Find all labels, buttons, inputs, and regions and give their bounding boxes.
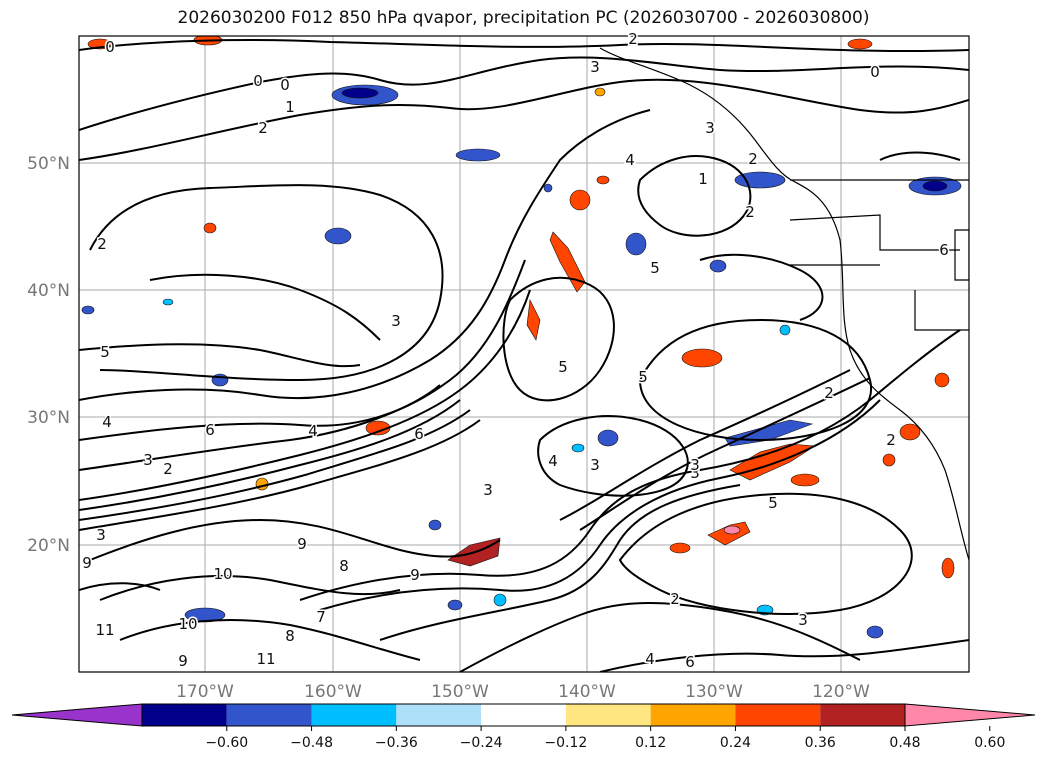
contour-label: 8 — [285, 627, 295, 645]
contour-label: 5 — [100, 343, 110, 361]
contour-label: 6 — [205, 421, 215, 439]
colorbar-tick-label: 0.12 — [635, 735, 666, 751]
colorbar-cell — [142, 704, 227, 726]
contour-label: 2 — [628, 30, 638, 48]
contour-label: 8 — [339, 557, 349, 575]
contour-label: 2 — [824, 384, 834, 402]
colorbar-cell — [650, 704, 736, 726]
contour-label: 11 — [95, 621, 114, 639]
colorbar-cell — [735, 704, 821, 726]
coastline — [599, 47, 969, 561]
graticule — [79, 36, 969, 672]
contour-label: 9 — [297, 535, 307, 553]
contour-label: 9 — [410, 566, 420, 584]
contour-label: 4 — [548, 452, 558, 470]
map-title: 2026030200 F012 850 hPa qvapor, precipit… — [177, 8, 870, 28]
contour-label: 1 — [285, 98, 295, 116]
contour-label: 3 — [143, 451, 153, 469]
contour-label: 3 — [483, 481, 493, 499]
contour-label: 7 — [316, 608, 326, 626]
colorbar: −0.60 −0.48 −0.36 −0.24 −0.12 0.12 0.24 0.36 0.4… — [11, 703, 1036, 751]
contour-label: 2 — [670, 590, 680, 608]
contour-label: 9 — [82, 554, 92, 572]
lat-label-50n: 50°N — [27, 154, 70, 174]
lon-label-160w: 160°W — [304, 682, 362, 702]
colorbar-cell — [396, 704, 482, 726]
map-panel — [79, 36, 969, 672]
contour-label: 5 — [638, 368, 648, 386]
colorbar-tick-label: −0.36 — [375, 735, 418, 751]
contour-label: 11 — [256, 650, 275, 668]
contour-label: 2 — [745, 203, 755, 221]
contour-label: 9 — [178, 652, 188, 670]
contour-label: 1 — [698, 170, 708, 188]
lon-label-150w: 150°W — [431, 682, 489, 702]
contour-label: 10 — [178, 615, 197, 633]
contour-label: 0 — [253, 72, 263, 90]
lon-label-140w: 140°W — [558, 682, 616, 702]
contour-label: 6 — [414, 425, 424, 443]
contour-label: 2 — [886, 431, 896, 449]
contour-label: 4 — [645, 650, 655, 668]
colorbar-extend-max — [904, 703, 1036, 727]
contour-label: 3 — [590, 456, 600, 474]
contour-label: 3 — [690, 456, 700, 474]
colorbar-tick-label: −0.48 — [290, 735, 333, 751]
contour-label: 3 — [798, 611, 808, 629]
colorbar-border — [141, 703, 906, 727]
contour-label: 2 — [163, 460, 173, 478]
colorbar-cell — [226, 704, 312, 726]
colorbar-cell — [481, 704, 566, 726]
lon-label-120w: 120°W — [812, 682, 870, 702]
contour-label: 3 — [705, 119, 715, 137]
colorbar-extend-min — [11, 703, 143, 727]
contour-label: 5 — [558, 358, 568, 376]
colorbar-tick-label: 0.36 — [805, 735, 836, 751]
qvapor-contours — [79, 39, 969, 672]
colorbar-cell — [820, 704, 905, 726]
contour-label: 0 — [105, 38, 115, 56]
contour-label: 2 — [748, 150, 758, 168]
contour-label: 6 — [685, 653, 695, 671]
contour-label: 5 — [650, 259, 660, 277]
contour-label: 6 — [939, 241, 949, 259]
contour-label: 3 — [590, 58, 600, 76]
contour-label: 2 — [97, 235, 107, 253]
colorbar-cell — [565, 704, 651, 726]
lat-label-20n: 20°N — [27, 536, 70, 556]
colorbar-tick-label: 0.60 — [974, 735, 1005, 751]
colorbar-tick-label: 0.24 — [720, 735, 751, 751]
map-frame — [78, 35, 970, 673]
lat-label-30n: 30°N — [27, 408, 70, 428]
contour-label: 4 — [102, 413, 112, 431]
contour-label: 3 — [96, 526, 106, 544]
contour-label: 3 — [690, 464, 700, 482]
contour-label: 2 — [258, 119, 268, 137]
lon-label-130w: 130°W — [685, 682, 743, 702]
colorbar-tick-label: −0.24 — [460, 735, 503, 751]
lat-label-40n: 40°N — [27, 281, 70, 301]
contour-label: 3 — [391, 312, 401, 330]
lon-label-170w: 170°W — [176, 682, 234, 702]
contour-label: 5 — [768, 494, 778, 512]
colorbar-cell — [311, 704, 397, 726]
contour-label: 0 — [870, 63, 880, 81]
contour-label: 0 — [280, 76, 290, 94]
contour-label: 4 — [625, 151, 635, 169]
contour-label: 10 — [213, 565, 232, 583]
colorbar-tick-label: −0.60 — [205, 735, 248, 751]
contour-label: 4 — [308, 422, 318, 440]
colorbar-tick-label: 0.48 — [889, 735, 920, 751]
colorbar-tick-label: −0.12 — [544, 735, 587, 751]
